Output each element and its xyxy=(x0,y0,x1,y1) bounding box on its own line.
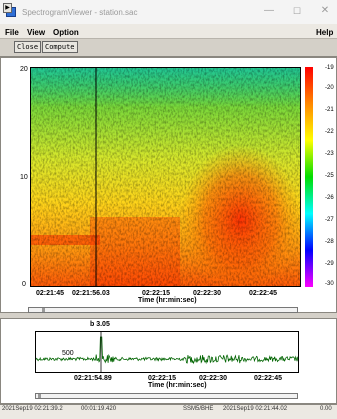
colorbar-label: -28 xyxy=(325,239,334,245)
status-channel: SSM5/BHE xyxy=(183,406,214,412)
waveform-plot[interactable] xyxy=(35,331,299,373)
minimize-button[interactable]: — xyxy=(264,5,274,16)
window-title: SpectrogramViewer - station.sac xyxy=(22,8,138,17)
colorbar-label: -27 xyxy=(325,217,334,223)
colorbar xyxy=(305,67,313,287)
status-extra: 0.00 xyxy=(320,406,332,412)
status-start-time: 2021Sep19 02:21:39.2 xyxy=(2,406,63,412)
spectrogram-scroll-thumb[interactable] xyxy=(42,308,45,312)
menu-help[interactable]: Help xyxy=(316,28,334,37)
menu-option[interactable]: Option xyxy=(53,28,79,37)
colorbar-label: -26 xyxy=(325,195,334,201)
waveform-scroll-thumb[interactable] xyxy=(38,394,41,398)
wave-xtick: 02:22:15 xyxy=(148,375,177,382)
close-window-button[interactable]: ✕ xyxy=(320,5,330,16)
spec-x-axis-title: Time (hr:min:sec) xyxy=(138,297,197,304)
spectrogram-scrollbar[interactable] xyxy=(28,307,298,313)
menu-bar xyxy=(0,24,337,39)
status-duration: 00:01:19.420 xyxy=(81,406,117,412)
title-bar xyxy=(0,0,337,24)
colorbar-label: -30 xyxy=(325,281,334,287)
amplitude-label: 500 xyxy=(62,350,74,357)
spec-xtick: 02:22:30 xyxy=(193,290,222,297)
colorbar-label: -25 xyxy=(325,173,334,179)
spec-ytick-10: 10 xyxy=(20,174,28,181)
status-bar xyxy=(0,404,337,419)
colorbar-label: -20 xyxy=(325,85,334,91)
colorbar-label: -29 xyxy=(325,261,334,267)
spec-ytick-0: 0 xyxy=(22,281,26,288)
wave-xtick: 02:22:30 xyxy=(199,375,228,382)
wave-xtick: 02:22:45 xyxy=(254,375,283,382)
spec-ytick-20: 20 xyxy=(20,66,28,73)
spectrogram-plot[interactable] xyxy=(30,67,301,287)
wave-xtick: 02:21:54.89 xyxy=(74,375,112,382)
compute-button[interactable]: Compute xyxy=(42,41,78,53)
status-end-time: 2021Sep19 02:21:44.02 xyxy=(223,406,288,412)
colorbar-label: -19 xyxy=(325,65,334,71)
pane-splitter[interactable] xyxy=(0,313,337,318)
waveform-scrollbar[interactable] xyxy=(35,393,298,399)
spec-xtick: 02:21:56.03 xyxy=(72,290,110,297)
colorbar-label: -21 xyxy=(325,107,334,113)
cursor-time-label: b 3.05 xyxy=(90,321,110,328)
wave-x-axis-title: Time (hr:min:sec) xyxy=(148,382,207,389)
spec-xtick: 02:22:15 xyxy=(142,290,171,297)
colorbar-label: -23 xyxy=(325,151,334,157)
menu-view[interactable]: View xyxy=(27,28,46,37)
maximize-button[interactable]: ☐ xyxy=(292,6,302,16)
colorbar-label: -22 xyxy=(325,129,334,135)
close-button[interactable]: Close xyxy=(14,41,42,53)
toolbar xyxy=(0,39,337,57)
waveform-trace xyxy=(35,336,299,365)
spec-xtick: 02:22:45 xyxy=(249,290,278,297)
spec-xtick: 02:21:45 xyxy=(36,290,65,297)
play-arrow-icon[interactable]: ▶ xyxy=(3,3,12,13)
menu-file[interactable]: File xyxy=(5,28,19,37)
